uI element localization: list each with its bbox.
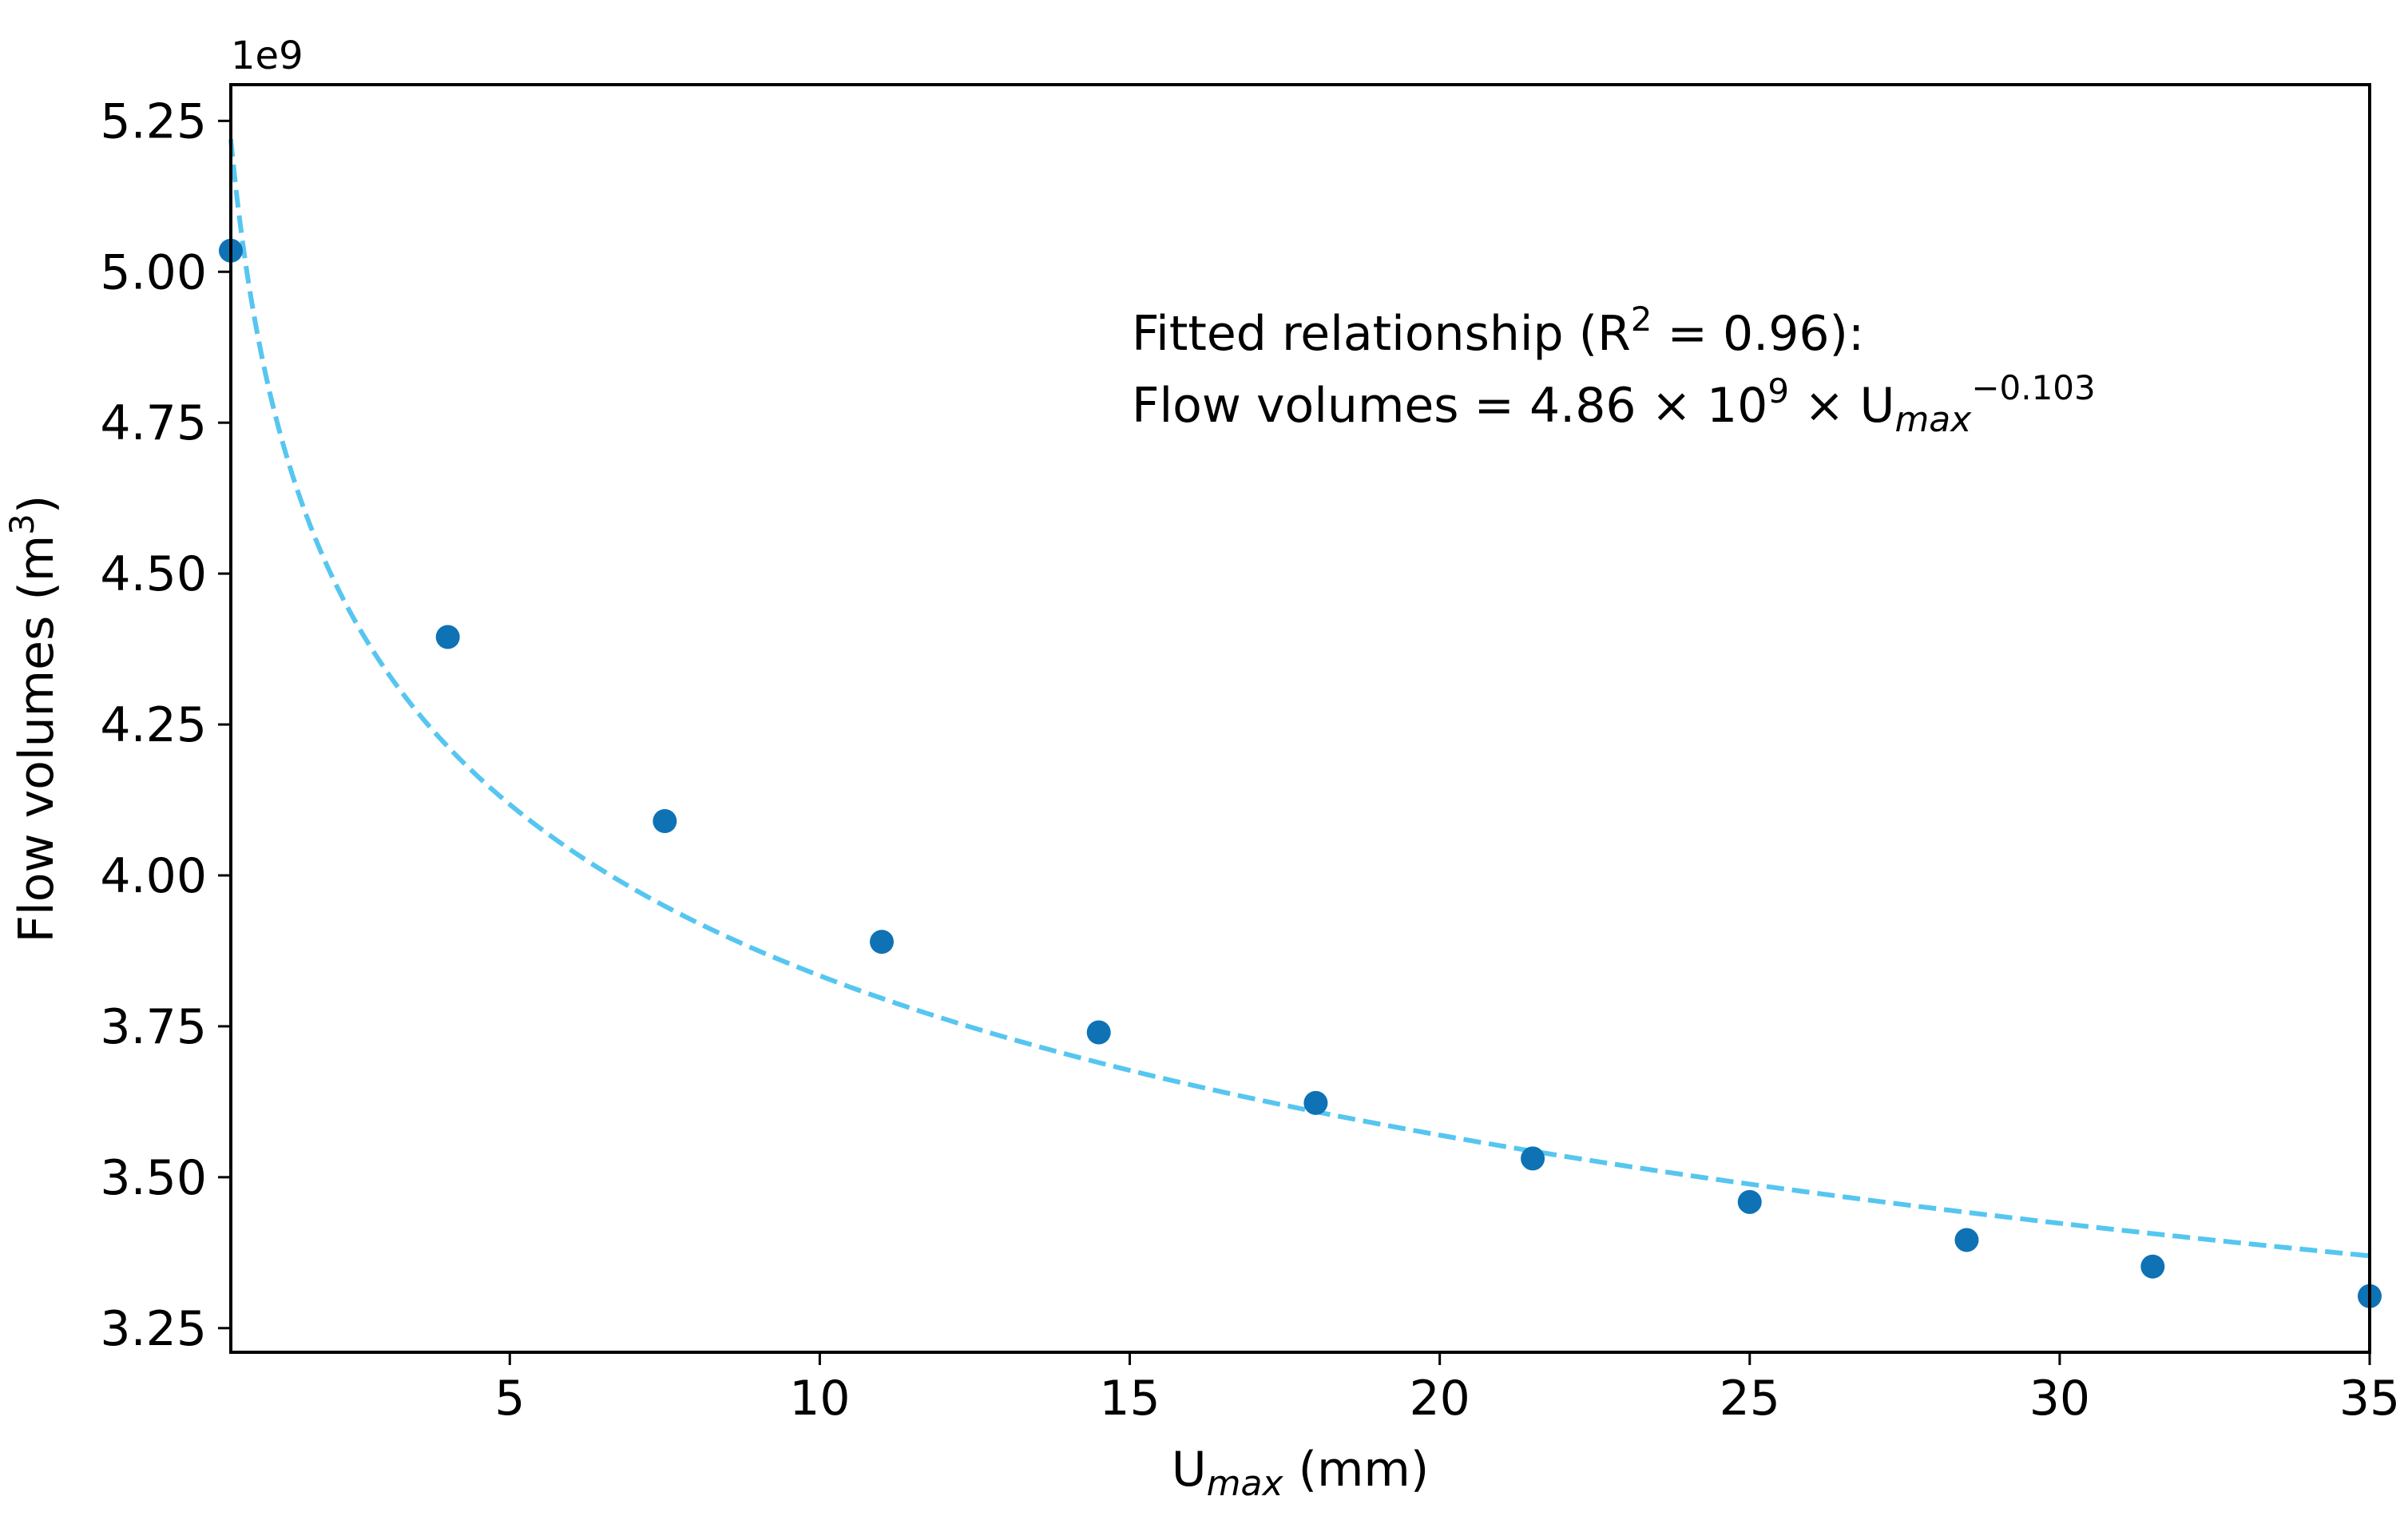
annotation-line-2-sup: 9: [1767, 371, 1789, 411]
x-tick-label: 35: [2339, 1371, 2400, 1427]
annotation-line-2-exp: −0.103: [1971, 368, 2095, 407]
annotation-line-2-mid: × U: [1789, 378, 1894, 434]
y-axis-title-sup: 3: [2, 514, 42, 535]
fit-curve: [228, 138, 2370, 1259]
x-axis-title: Umax (mm): [1172, 1442, 1430, 1504]
annotation-line-1-suffix: = 0.96):: [1652, 306, 1865, 362]
y-axis-title: Flow volumes (m3): [2, 495, 65, 943]
x-tick-label: 30: [2029, 1371, 2090, 1427]
axes-frame: [229, 83, 2371, 1354]
y-tick-label: 3.25: [100, 1301, 207, 1357]
annotation-line-2-prefix: Flow volumes = 4.86 × 10: [1132, 378, 1767, 434]
annotation-line-2: Flow volumes = 4.86 × 109 × Umax−0.103: [1132, 368, 2096, 440]
x-tick-label: 10: [789, 1371, 850, 1427]
data-point: [1086, 1020, 1111, 1045]
plot-marks: [219, 138, 2382, 1308]
x-tick-label: 20: [1409, 1371, 1470, 1427]
y-tick-label: 4.25: [100, 697, 207, 753]
y-axis-title-prefix: Flow volumes (m: [9, 535, 65, 943]
y-tick-label: 3.75: [100, 999, 207, 1055]
data-point: [1303, 1090, 1328, 1115]
x-axis-title-sub: max: [1207, 1463, 1284, 1504]
y-axis-title-suffix: ): [9, 495, 65, 514]
y-tick-label: 4.00: [100, 848, 207, 904]
y-tick-label: 4.75: [100, 395, 207, 451]
ticks: 5 10 15 20 25 30 35 3.25 3.50 3.75 4.00 4.25 4.50 4.7…: [100, 93, 2400, 1427]
data-point: [2140, 1254, 2165, 1279]
x-axis-title-base: U: [1172, 1442, 1207, 1498]
y-tick-label: 3.50: [100, 1150, 207, 1206]
data-point: [1737, 1189, 1762, 1214]
annotation-line-1-sup: 2: [1631, 300, 1652, 339]
data-point: [1521, 1146, 1545, 1171]
data-point: [870, 930, 895, 954]
y-tick-label: 5.25: [100, 93, 207, 149]
y-offset-label: 1e9: [231, 34, 303, 78]
data-point: [653, 808, 677, 833]
x-tick-label: 15: [1099, 1371, 1160, 1427]
data-point: [435, 625, 460, 649]
annotation-line-1: Fitted relationship (R2 = 0.96):: [1132, 300, 1864, 362]
x-tick-label: 25: [1720, 1371, 1780, 1427]
annotation-line-2-sub: max: [1894, 399, 1972, 440]
data-point: [1954, 1228, 1979, 1252]
y-tick-label: 5.00: [100, 244, 207, 300]
y-tick-label: 4.50: [100, 546, 207, 602]
x-tick-label: 5: [494, 1371, 525, 1427]
x-axis-title-unit: (mm): [1283, 1442, 1430, 1498]
annotation-line-1-prefix: Fitted relationship (R: [1132, 306, 1631, 362]
